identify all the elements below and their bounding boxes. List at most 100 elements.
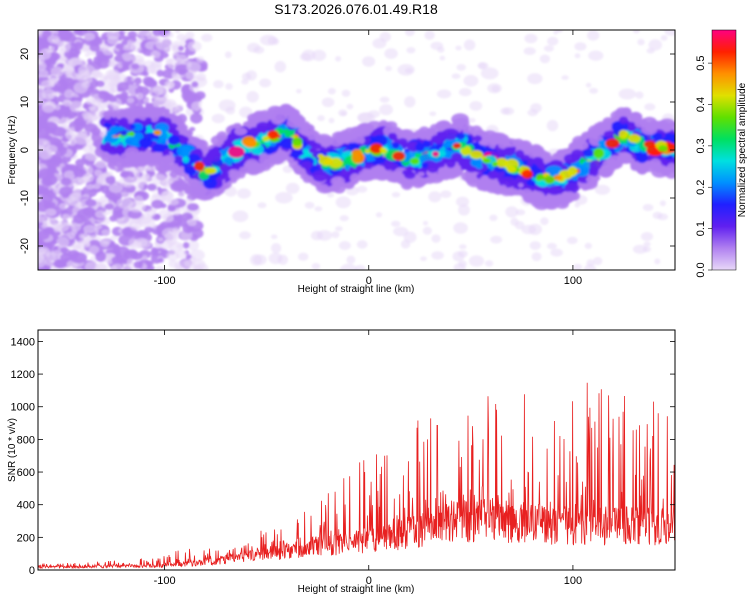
spectrogram-cell	[50, 66, 64, 78]
spectrogram-cell	[356, 240, 368, 249]
spectrogram-cell	[108, 183, 123, 193]
spectrogram-cell	[38, 230, 50, 240]
spectrogram-cell	[234, 127, 248, 136]
spectrogram-cell	[404, 148, 410, 154]
spectrogram-cell	[406, 47, 416, 54]
spectrogram-cell	[487, 83, 502, 94]
spectrogram-cell	[73, 30, 83, 36]
spectrogram-cell	[285, 182, 300, 194]
spectrogram-cell	[156, 69, 164, 77]
spectrogram-cell	[356, 185, 368, 193]
spectrogram-cell	[101, 229, 110, 236]
spectrogram-cell	[439, 55, 446, 61]
spectrogram-cell	[173, 209, 181, 216]
spectrogram-cell	[631, 111, 641, 119]
spectrogram-x-axis-label: Height of straight line (km)	[298, 284, 415, 295]
spectrogram-cell	[176, 145, 192, 157]
spectrogram-cell	[62, 155, 72, 163]
spectrogram-cell	[259, 78, 272, 88]
spectrogram-cell	[657, 145, 668, 152]
spectrogram-cell	[420, 256, 427, 262]
spectrogram-cell	[203, 177, 218, 190]
spectrogram-cell	[174, 30, 181, 34]
spectrogram-cell	[470, 158, 483, 168]
spectrogram-cell	[228, 169, 241, 178]
spectrogram-cell	[109, 62, 117, 68]
spectrogram-cell	[270, 234, 278, 240]
spectrogram-cell	[138, 249, 151, 259]
y-tick-label: 1000	[11, 402, 35, 414]
spectrogram-cell	[238, 166, 247, 174]
spectrogram-cell	[97, 43, 109, 52]
spectrogram-cell	[60, 247, 69, 254]
spectrogram-cell	[308, 141, 318, 147]
spectrogram-cell	[428, 191, 442, 203]
spectrogram-cell	[211, 113, 225, 124]
spectrogram-cell	[384, 48, 398, 59]
spectrogram-cell	[185, 254, 192, 260]
spectrogram-cell	[155, 265, 164, 270]
spectrogram-cell	[168, 259, 177, 268]
spectrogram-cell	[101, 237, 112, 245]
spectrogram-cell	[311, 263, 321, 270]
spectrogram-cell	[317, 115, 325, 122]
spectrogram-cell	[72, 133, 92, 145]
spectrogram-cell	[640, 232, 654, 241]
spectrogram-cell	[189, 168, 197, 175]
y-tick-label: 800	[17, 434, 35, 446]
spectrogram-cell	[302, 149, 310, 154]
spectrogram-cell	[174, 64, 190, 75]
spectrogram-cell	[547, 185, 562, 196]
spectrogram-cell	[63, 142, 69, 148]
spectrogram-cell	[234, 162, 242, 168]
spectrogram-cell	[335, 196, 351, 209]
spectrogram-cell	[142, 76, 154, 86]
spectrogram-cell	[93, 55, 103, 65]
spectrogram-cell	[489, 214, 498, 221]
spectrogram-cell	[82, 240, 91, 248]
spectrogram-cell	[146, 208, 157, 218]
spectrogram-cell	[372, 38, 387, 49]
spectrogram-cell	[131, 63, 140, 70]
spectrogram-cell	[427, 163, 439, 173]
spectrogram-cell	[431, 251, 444, 260]
spectrogram-cell	[356, 127, 369, 138]
spectrogram-cell	[527, 73, 543, 85]
spectrogram-cell	[603, 130, 616, 139]
y-tick-label: -10	[19, 190, 31, 206]
spectrogram-cell	[208, 149, 222, 162]
spectrogram-y-axis-label: Frequency (Hz)	[7, 116, 18, 185]
spectrogram-cell	[130, 41, 143, 53]
spectrogram-cell	[150, 150, 162, 160]
spectrogram-cell	[201, 33, 213, 42]
spectrogram-cell	[463, 75, 479, 87]
spectrogram-cell	[304, 201, 315, 209]
spectrogram-cell	[587, 30, 600, 41]
spectrogram-cell	[116, 246, 130, 258]
spectrogram-cell	[657, 213, 669, 221]
spectrogram-cell	[248, 127, 261, 137]
spectrogram-cell	[104, 203, 115, 210]
spectrogram-cell	[422, 226, 432, 235]
spectrogram-cell	[256, 121, 270, 132]
spectrogram-cell	[335, 56, 342, 62]
spectrogram-cell	[42, 30, 52, 38]
spectrogram-cell	[346, 103, 354, 110]
spectrogram-cell	[430, 124, 440, 131]
spectrogram-cell	[89, 104, 105, 115]
spectrogram-cell	[584, 242, 592, 249]
spectrogram-cell	[589, 87, 599, 94]
spectrogram-cell	[452, 142, 462, 149]
spectrogram-cell	[142, 175, 151, 183]
spectrogram-cell	[73, 82, 88, 94]
spectrogram-cell	[127, 258, 135, 265]
spectrogram-cell	[455, 133, 466, 140]
spectrogram-cell	[73, 213, 85, 225]
spectrogram-cell	[92, 140, 100, 147]
spectrogram-cell	[147, 159, 154, 165]
spectrogram-cell	[296, 89, 302, 94]
spectrogram-cell	[184, 129, 192, 136]
spectrogram-cell	[174, 107, 182, 115]
spectrogram-cell	[582, 149, 595, 158]
